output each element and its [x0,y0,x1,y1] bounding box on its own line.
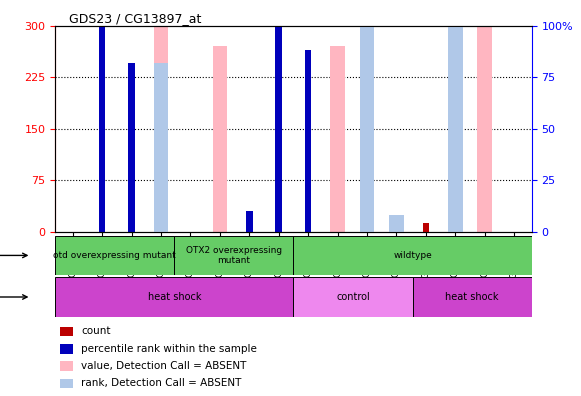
Text: wildtype: wildtype [393,251,432,260]
Text: GDS23 / CG13897_at: GDS23 / CG13897_at [70,11,202,25]
Text: rank, Detection Call = ABSENT: rank, Detection Call = ABSENT [81,378,242,388]
Bar [360,0,374,232]
Bar [60,379,73,388]
Text: control: control [336,292,370,302]
Bar [246,218,253,232]
Text: percentile rank within the sample: percentile rank within the sample [81,344,257,354]
Bar [174,236,293,275]
Bar [293,277,413,317]
Text: heat shock: heat shock [445,292,499,302]
Bar [360,5,374,232]
Bar [275,74,282,232]
Bar [154,63,168,232]
Text: count: count [81,326,111,337]
Bar [293,236,532,275]
Text: OTX2 overexpressing
mutant: OTX2 overexpressing mutant [186,246,282,265]
Bar [330,46,345,232]
Bar [477,0,492,232]
Bar [305,50,311,232]
Bar [413,277,532,317]
Bar [60,361,73,371]
Bar [246,211,253,232]
Bar [128,118,135,232]
Bar [448,0,462,232]
Bar [99,15,106,232]
Bar [154,0,168,232]
Bar [55,236,174,275]
Bar [60,344,73,354]
Bar [448,0,462,232]
Bar [99,32,106,232]
Text: heat shock: heat shock [148,292,201,302]
Bar [389,215,404,232]
Bar [60,327,73,336]
Bar [275,15,282,232]
Bar [213,46,227,232]
Text: strain: strain [0,250,27,261]
Text: shock: shock [0,292,27,302]
Bar [305,129,311,232]
Bar [55,277,293,317]
Text: otd overexpressing mutant: otd overexpressing mutant [53,251,176,260]
Text: value, Detection Call = ABSENT: value, Detection Call = ABSENT [81,361,247,371]
Bar [422,223,429,232]
Bar [128,63,135,232]
